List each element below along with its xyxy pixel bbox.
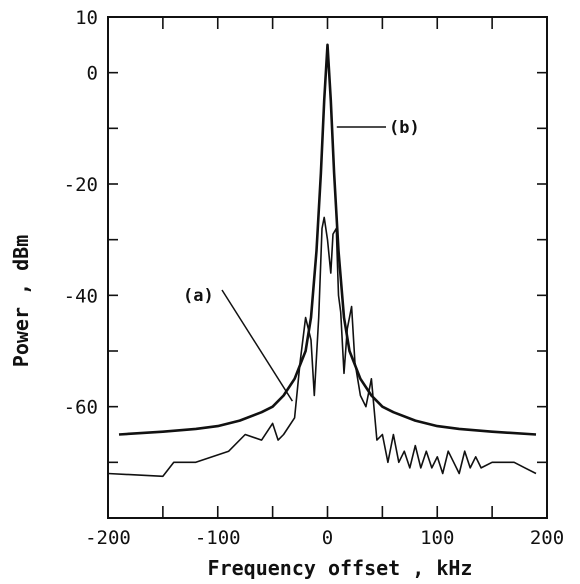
series-line-a <box>107 216 537 478</box>
y-tick-label: -40 <box>64 285 98 307</box>
y-tick-label: 10 <box>75 7 98 29</box>
x-axis-title: Frequency offset , kHz <box>208 556 473 580</box>
y-tick-label: -20 <box>64 174 98 196</box>
x-tick-label: -100 <box>195 527 241 549</box>
y-tick-label: -60 <box>64 397 98 419</box>
annotation-label-b: (b) <box>389 118 420 138</box>
annotation-label-a: (a) <box>183 286 214 306</box>
axis-ticks <box>107 16 548 519</box>
y-axis-title: Power , dBm <box>9 235 33 367</box>
x-tick-label: -200 <box>85 527 131 549</box>
y-tick-label: 0 <box>87 63 98 85</box>
plot-border <box>107 16 548 519</box>
annotation-leader-a <box>221 289 294 402</box>
series-line-b <box>118 43 537 436</box>
x-tick-label: 100 <box>420 527 454 549</box>
plot-frame <box>107 16 548 519</box>
x-tick-label: 200 <box>530 527 564 549</box>
series-layer <box>107 43 537 478</box>
x-tick-label: 0 <box>322 527 333 549</box>
annotation-layer: (a) (b) <box>183 118 420 402</box>
